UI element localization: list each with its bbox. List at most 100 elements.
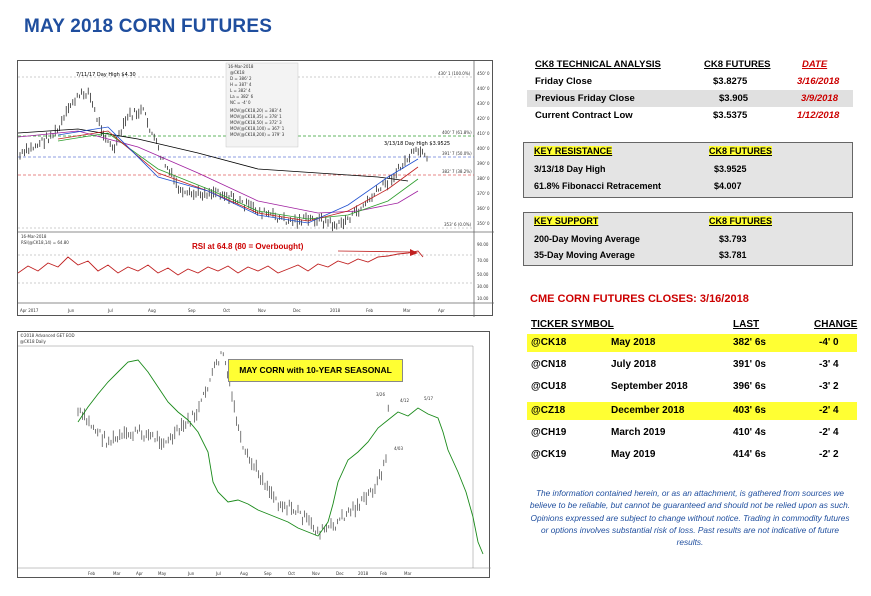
seasonal-chart-svg: ©2018 Advanced GET EOD @CK18 Daily 3/26 …	[18, 333, 491, 576]
seasonal-symbol: @CK18 Daily	[20, 339, 47, 344]
seasonal-price-bars	[77, 351, 389, 540]
svg-text:Apr: Apr	[438, 308, 445, 313]
resistance-label: 61.8% Fibonacci Retracement	[534, 181, 662, 191]
svg-text:2018: 2018	[358, 571, 369, 576]
resistance-header: KEY RESISTANCE	[534, 146, 613, 156]
resistance-col-header: CK8 FUTURES	[709, 146, 773, 156]
ma200-label: MOV(@CK18,200) = 379' 3	[230, 132, 285, 137]
chart-low: L = 382' 4	[230, 88, 251, 93]
chart-high: H = 387' 4	[230, 82, 252, 87]
svg-text:450' 0: 450' 0	[477, 71, 490, 76]
rsi-annotation: RSI at 64.8 (80 = Overbought)	[192, 242, 304, 251]
svg-text:Jun: Jun	[187, 571, 195, 576]
key-support-box: KEY SUPPORT CK8 FUTURES 200-Day Moving A…	[523, 212, 853, 266]
rsi-axis: 90.00 70.00 50.00 30.00 10.00	[477, 242, 489, 301]
marker-5-17: 5/17	[424, 396, 433, 401]
chart-symbol: @CK18	[230, 70, 245, 75]
ma-100-line	[18, 130, 419, 214]
svg-text:Feb: Feb	[380, 571, 388, 576]
svg-text:Feb: Feb	[366, 308, 374, 313]
svg-text:Mar: Mar	[404, 571, 412, 576]
marker-3-26: 3/26	[376, 392, 385, 397]
fib-100-label: 430' 1 (100.0%)	[438, 71, 471, 76]
support-value: $3.781	[719, 250, 747, 260]
chart-date: 16-Mar-2018	[228, 64, 254, 69]
svg-text:Nov: Nov	[312, 571, 320, 576]
tech-row: Current Contract Low $3.5375 1/12/2018	[535, 110, 840, 121]
resistance-label: 3/13/18 Day High	[534, 164, 606, 174]
price-chart-svg: 16-Mar-2018 @CK18 D = 386' 2 H = 387' 4 …	[18, 61, 494, 317]
svg-text:Apr 2017: Apr 2017	[20, 308, 39, 313]
price-chart-panel: 16-Mar-2018 @CK18 D = 386' 2 H = 387' 4 …	[17, 60, 494, 317]
svg-text:440' 0: 440' 0	[477, 86, 490, 91]
svg-text:70.00: 70.00	[477, 258, 489, 263]
tech-header-label: CK8 TECHNICAL ANALYSIS	[535, 59, 661, 70]
svg-text:380' 0: 380' 0	[477, 176, 490, 181]
svg-text:430' 0: 430' 0	[477, 101, 490, 106]
svg-text:410' 0: 410' 0	[477, 131, 490, 136]
key-resistance-box: KEY RESISTANCE CK8 FUTURES 3/13/18 Day H…	[523, 142, 853, 198]
page-title: MAY 2018 CORN FUTURES	[24, 16, 273, 37]
ma-200-line	[18, 128, 409, 182]
month-axis: Apr 2017 Jun Jul Aug Sep Oct Nov Dec 201…	[20, 308, 445, 313]
svg-text:Sep: Sep	[188, 308, 196, 313]
support-label: 200-Day Moving Average	[534, 234, 640, 244]
svg-text:Feb: Feb	[88, 571, 96, 576]
closes-row: @CH19 March 2019 410' 4s -2' 4	[531, 427, 839, 438]
rsi-line	[18, 250, 424, 276]
svg-text:Nov: Nov	[258, 308, 266, 313]
resistance-value: $4.007	[714, 181, 742, 191]
closes-row: @CK19 May 2019 414' 6s -2' 2	[531, 449, 839, 460]
closes-row: @CN18 July 2018 391' 0s -3' 4	[531, 359, 839, 370]
technical-analysis-table: CK8 TECHNICAL ANALYSIS CK8 FUTURES DATE …	[527, 56, 853, 128]
ma20-label: MOV(@CK18,20) = 383' 4	[230, 108, 282, 113]
svg-text:Aug: Aug	[240, 571, 248, 576]
svg-text:Oct: Oct	[223, 308, 230, 313]
resistance-value: $3.9525	[714, 164, 747, 174]
svg-text:2018: 2018	[330, 308, 341, 313]
seasonal-chart-panel: ©2018 Advanced GET EOD @CK18 Daily 3/26 …	[17, 331, 491, 578]
rsi-date: 16-Mar-2018	[21, 234, 47, 239]
svg-text:Mar: Mar	[113, 571, 121, 576]
closes-row: @CZ18 December 2018 403' 6s -2' 4	[527, 402, 857, 420]
seasonal-label: MAY CORN with 10-YEAR SEASONAL	[228, 359, 403, 382]
closes-row: @CK18 May 2018 382' 6s -4' 0	[527, 334, 857, 352]
chart-last: La = 382' 6	[230, 94, 254, 99]
svg-text:Mar: Mar	[403, 308, 411, 313]
marker-4-03: 4/03	[394, 446, 403, 451]
rsi-value-label: RSI(@CK18,14) = 64.80	[21, 240, 69, 245]
svg-text:Jul: Jul	[215, 571, 221, 576]
tech-header-row: CK8 TECHNICAL ANALYSIS CK8 FUTURES DATE	[527, 56, 853, 73]
tech-row: Previous Friday Close $3.905 3/9/2018	[527, 90, 853, 107]
svg-text:10.00: 10.00	[477, 296, 489, 301]
fib-618-label: 400' 7 (61.8%)	[442, 130, 472, 135]
ma100-label: MOV(@CK18,100) = 367' 1	[230, 126, 285, 131]
annotation-high-3-13: 3/13/18 Day High $3.9525	[384, 141, 450, 147]
ma-35-line	[57, 130, 419, 222]
svg-text:Dec: Dec	[293, 308, 301, 313]
svg-text:360' 0: 360' 0	[477, 206, 490, 211]
support-col-header: CK8 FUTURES	[709, 216, 773, 226]
svg-text:350' 0: 350' 0	[477, 221, 490, 226]
svg-text:390' 0: 390' 0	[477, 161, 490, 166]
svg-text:50.00: 50.00	[477, 272, 489, 277]
support-value: $3.793	[719, 234, 747, 244]
fib-382-label: 382' 7 (38.2%)	[442, 169, 472, 174]
chart-open: D = 386' 2	[230, 76, 252, 81]
tech-header-value: CK8 FUTURES	[704, 59, 771, 70]
support-label: 35-Day Moving Average	[534, 250, 635, 260]
svg-text:Oct: Oct	[288, 571, 295, 576]
svg-text:420' 0: 420' 0	[477, 116, 490, 121]
fib-50-label: 391' 7 (50.0%)	[442, 151, 472, 156]
svg-text:370' 0: 370' 0	[477, 191, 490, 196]
price-axis: 450' 0 440' 0 430' 0 420' 0 410' 0 400' …	[477, 71, 490, 226]
marker-4-12: 4/12	[400, 398, 409, 403]
svg-text:Jul: Jul	[107, 308, 113, 313]
svg-text:Apr: Apr	[136, 571, 143, 576]
seasonal-copyright: ©2018 Advanced GET EOD	[20, 333, 75, 338]
svg-text:Aug: Aug	[148, 308, 156, 313]
closes-header-row: TICKER SYMBOL LAST CHANGE	[531, 319, 858, 330]
closes-row: @CU18 September 2018 396' 6s -3' 2	[531, 381, 839, 392]
ma35-label: MOV(@CK18,35) = 378' 1	[230, 114, 282, 119]
annotation-high-7-11: 7/11/17 Day High $4.30	[76, 72, 136, 78]
